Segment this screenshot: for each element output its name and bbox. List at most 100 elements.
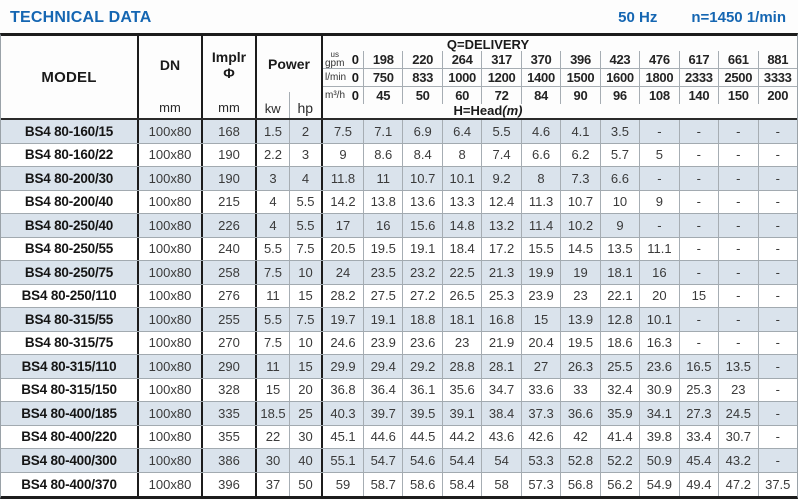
head-cell: 47.2 xyxy=(718,472,757,496)
head-cell: 36.6 xyxy=(560,402,599,425)
head-cell: 13.5 xyxy=(718,355,757,378)
head-cell: - xyxy=(678,237,718,260)
hp-cell: 10 xyxy=(290,331,323,354)
head-cell: 16.5 xyxy=(678,355,718,378)
head-title-text: H=Head xyxy=(453,103,503,118)
head-unit-text: (m) xyxy=(502,103,523,118)
head-cell: 23.2 xyxy=(402,261,441,284)
kw-cell: 7.5 xyxy=(257,261,290,284)
kw-cell: 7.5 xyxy=(257,331,290,354)
head-cell: 11 xyxy=(363,167,402,190)
head-cell: 10.7 xyxy=(402,167,441,190)
head-cell: 35.6 xyxy=(441,378,481,401)
head-cell: 36.4 xyxy=(363,378,402,401)
dn-cell: 100x80 xyxy=(139,214,203,237)
impeller-cell: 328 xyxy=(203,378,257,401)
model-cell: BS4 80-315/75 xyxy=(1,331,139,354)
head-cell: 3.5 xyxy=(599,120,639,143)
m3h-unit-label: m³/h xyxy=(325,89,345,101)
head-cell: 18.1 xyxy=(441,308,481,331)
head-cell: - xyxy=(718,190,757,213)
m3h-zero: 0 xyxy=(351,88,359,103)
flow-value: 2500 xyxy=(718,69,757,86)
table-row: BS4 80-250/75 100x80 258 7.5 10 24 23.5 23.2 22.… xyxy=(1,261,797,285)
dn-cell: 100x80 xyxy=(139,308,203,331)
head-cell: 10.2 xyxy=(560,214,599,237)
table-row: BS4 80-400/300 100x80 386 30 40 55.1 54.7 54.6 5… xyxy=(1,449,797,473)
kw-cell: 1.5 xyxy=(257,120,290,143)
flow-value: 396 xyxy=(560,51,599,68)
head-cell: 25.5 xyxy=(599,355,639,378)
table-row: BS4 80-315/110 100x80 290 11 15 29.9 29.4 29.2 2… xyxy=(1,355,797,379)
m3h-label: m³/h xyxy=(325,89,345,101)
head-cell: 18.6 xyxy=(599,331,639,354)
head-cell: 26.3 xyxy=(560,355,599,378)
head-cell: 49.4 xyxy=(678,472,718,496)
kw-cell: 5.5 xyxy=(257,237,290,260)
kw-cell: 5.5 xyxy=(257,308,290,331)
model-cell: BS4 80-400/370 xyxy=(1,472,139,496)
flow-value: 1600 xyxy=(599,69,639,86)
delivery-section-header: Q=DELIVERY us gpm 0 198 220 264 317 370 396 42… xyxy=(323,36,797,118)
hp-cell: 15 xyxy=(290,355,323,378)
head-cell: 36.8 xyxy=(330,382,356,398)
head-cell: 29.2 xyxy=(402,355,441,378)
head-cell: - xyxy=(718,261,757,284)
head-cell: 34.1 xyxy=(639,402,678,425)
hp-cell: 10 xyxy=(290,261,323,284)
head-cell: 13.2 xyxy=(481,214,520,237)
page-title: TECHNICAL DATA xyxy=(10,8,152,26)
table-body: BS4 80-160/15 100x80 168 1.5 2 7.5 7.1 6.9 6.4 5.… xyxy=(1,120,797,496)
head-cell: 43.2 xyxy=(718,449,757,472)
head-cell: 25.3 xyxy=(481,284,520,307)
hp-cell: 40 xyxy=(290,449,323,472)
flow-row-usgpm: us gpm 0 198 220 264 317 370 396 423 476 617 661 8… xyxy=(323,50,797,69)
hp-cell: 5.5 xyxy=(290,190,323,213)
head-cell: 6.4 xyxy=(441,120,481,143)
flow-value: 96 xyxy=(599,87,639,104)
dn-column-header: DN mm xyxy=(139,36,203,118)
impeller-header-label: Implr Φ xyxy=(203,36,255,94)
power-column-header: Power kw hp xyxy=(257,36,323,118)
dn-cell: 100x80 xyxy=(139,331,203,354)
flow-value: 84 xyxy=(520,87,560,104)
head-cell: 14.5 xyxy=(560,237,599,260)
impeller-cell: 168 xyxy=(203,120,257,143)
flow-value: 881 xyxy=(757,51,797,68)
impeller-cell: 258 xyxy=(203,261,257,284)
dn-cell: 100x80 xyxy=(139,284,203,307)
model-cell: BS4 80-200/40 xyxy=(1,190,139,213)
kw-cell: 2.2 xyxy=(257,143,290,166)
head-title: H=Head(m) xyxy=(454,103,523,118)
head-cell: 15 xyxy=(520,308,560,331)
head-cell: 21.3 xyxy=(481,261,520,284)
head-cell: - xyxy=(639,214,678,237)
head-cell: - xyxy=(718,308,757,331)
impeller-cell: 335 xyxy=(203,402,257,425)
usgpm-unit-label: us gpm xyxy=(325,50,344,69)
kw-cell: 4 xyxy=(257,214,290,237)
head-cell: 19 xyxy=(560,261,599,284)
head-cell: 16.8 xyxy=(481,308,520,331)
dn-cell: 100x80 xyxy=(139,237,203,260)
head-cell: 8.6 xyxy=(363,143,402,166)
head-cell: 15.5 xyxy=(520,237,560,260)
hp-unit-label: hp xyxy=(297,100,314,116)
head-cell: 30.9 xyxy=(639,378,678,401)
head-cell: 56.2 xyxy=(599,472,639,496)
power-units-row: kw hp xyxy=(257,92,321,118)
head-cell: 36.1 xyxy=(402,378,441,401)
head-cell: 35.9 xyxy=(599,402,639,425)
head-cell: - xyxy=(718,167,757,190)
head-cell: - xyxy=(678,261,718,284)
head-cell: 7.5 xyxy=(333,123,353,139)
dn-cell: 100x80 xyxy=(139,402,203,425)
head-cell: 21.9 xyxy=(481,331,520,354)
flow-value: 833 xyxy=(402,69,441,86)
head-cell: - xyxy=(757,378,797,401)
operating-conditions: 50 Hz n=1450 1/min xyxy=(618,9,790,26)
model-cell: BS4 80-250/75 xyxy=(1,261,139,284)
head-cell: - xyxy=(639,167,678,190)
head-cell: 27.5 xyxy=(363,284,402,307)
impeller-cell: 396 xyxy=(203,472,257,496)
